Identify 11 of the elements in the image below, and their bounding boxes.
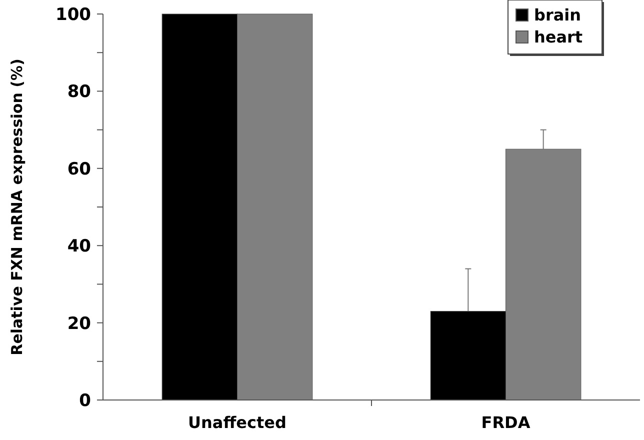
x-tick-label: Unaffected (188, 413, 286, 432)
y-tick-label: 40 (67, 236, 92, 257)
legend-label: brain (534, 6, 582, 25)
y-tick-label: 100 (56, 4, 92, 25)
y-tick-label: 60 (67, 159, 92, 180)
y-axis-title: Relative FXN mRNA expression (%) (8, 58, 26, 356)
legend-label: heart (534, 28, 583, 47)
y-tick-label: 0 (79, 390, 92, 411)
x-tick-label: FRDA (481, 413, 531, 432)
y-tick-label: 20 (67, 314, 92, 334)
y-tick-label: 80 (67, 82, 92, 102)
